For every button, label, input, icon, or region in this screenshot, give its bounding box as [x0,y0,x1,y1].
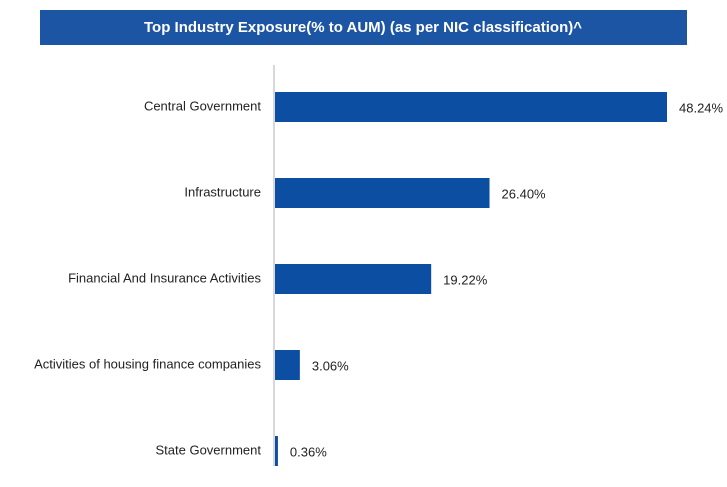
bar [275,436,278,466]
value-label: 3.06% [312,358,349,373]
category-label: Financial And Insurance Activities [68,270,261,285]
title-banner [40,10,687,45]
value-label: 19.22% [443,272,488,287]
category-label: Activities of housing finance companies [34,356,261,371]
category-label: Central Government [144,98,261,113]
value-label: 48.24% [679,100,724,115]
bar [275,178,490,208]
category-label: Infrastructure [184,184,261,199]
category-label: State Government [156,442,262,457]
bar [275,92,667,122]
bar [275,264,432,294]
value-label: 0.36% [290,444,327,459]
bar [275,350,300,380]
value-label: 26.40% [502,186,547,201]
chart-title: Top Industry Exposure(% to AUM) (as per … [144,19,582,36]
